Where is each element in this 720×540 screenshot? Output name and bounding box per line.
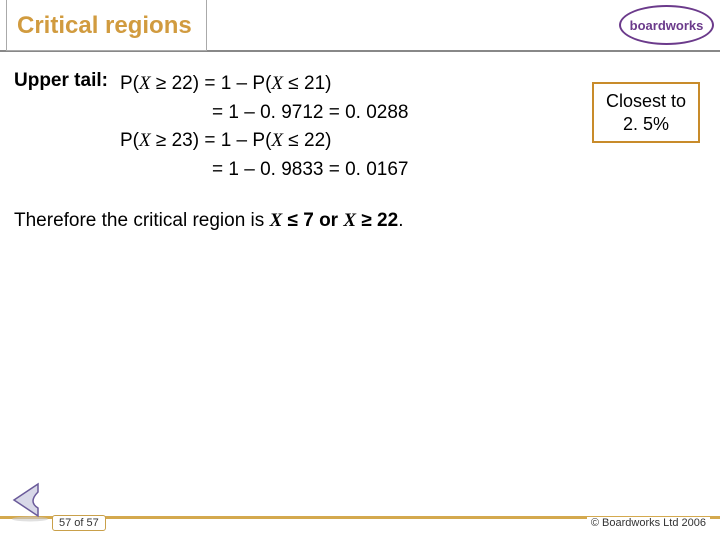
callout-box: Closest to 2. 5% bbox=[592, 82, 700, 143]
header-bar: Critical regions boardworks bbox=[0, 0, 720, 52]
upper-tail-label: Upper tail: bbox=[14, 70, 120, 92]
footer-bar: 57 of 57 © Boardworks Ltd 2006 bbox=[0, 506, 720, 540]
math-lines: P(X ≥ 22) = 1 – P(X ≤ 21) = 1 – 0. 9712 … bbox=[120, 70, 409, 184]
page-title: Critical regions bbox=[6, 0, 207, 51]
back-arrow-icon bbox=[6, 480, 54, 522]
page-indicator: 57 of 57 bbox=[52, 515, 106, 531]
logo-text: boardworks bbox=[630, 18, 704, 33]
back-button[interactable] bbox=[6, 480, 54, 522]
math-line-2: = 1 – 0. 9712 = 0. 0288 bbox=[120, 99, 409, 128]
math-line-1: P(X ≥ 22) = 1 – P(X ≤ 21) bbox=[120, 70, 409, 99]
logo: boardworks bbox=[619, 5, 714, 45]
content-area: Upper tail: P(X ≥ 22) = 1 – P(X ≤ 21) = … bbox=[0, 52, 720, 232]
copyright-text: © Boardworks Ltd 2006 bbox=[587, 517, 710, 529]
logo-oval: boardworks bbox=[619, 5, 714, 45]
math-line-3: P(X ≥ 23) = 1 – P(X ≤ 22) bbox=[120, 127, 409, 156]
math-line-4: = 1 – 0. 9833 = 0. 0167 bbox=[120, 156, 409, 185]
callout-line-1: Closest to bbox=[606, 90, 686, 113]
conclusion-text: Therefore the critical region is X ≤ 7 o… bbox=[14, 210, 702, 232]
callout-line-2: 2. 5% bbox=[606, 113, 686, 136]
